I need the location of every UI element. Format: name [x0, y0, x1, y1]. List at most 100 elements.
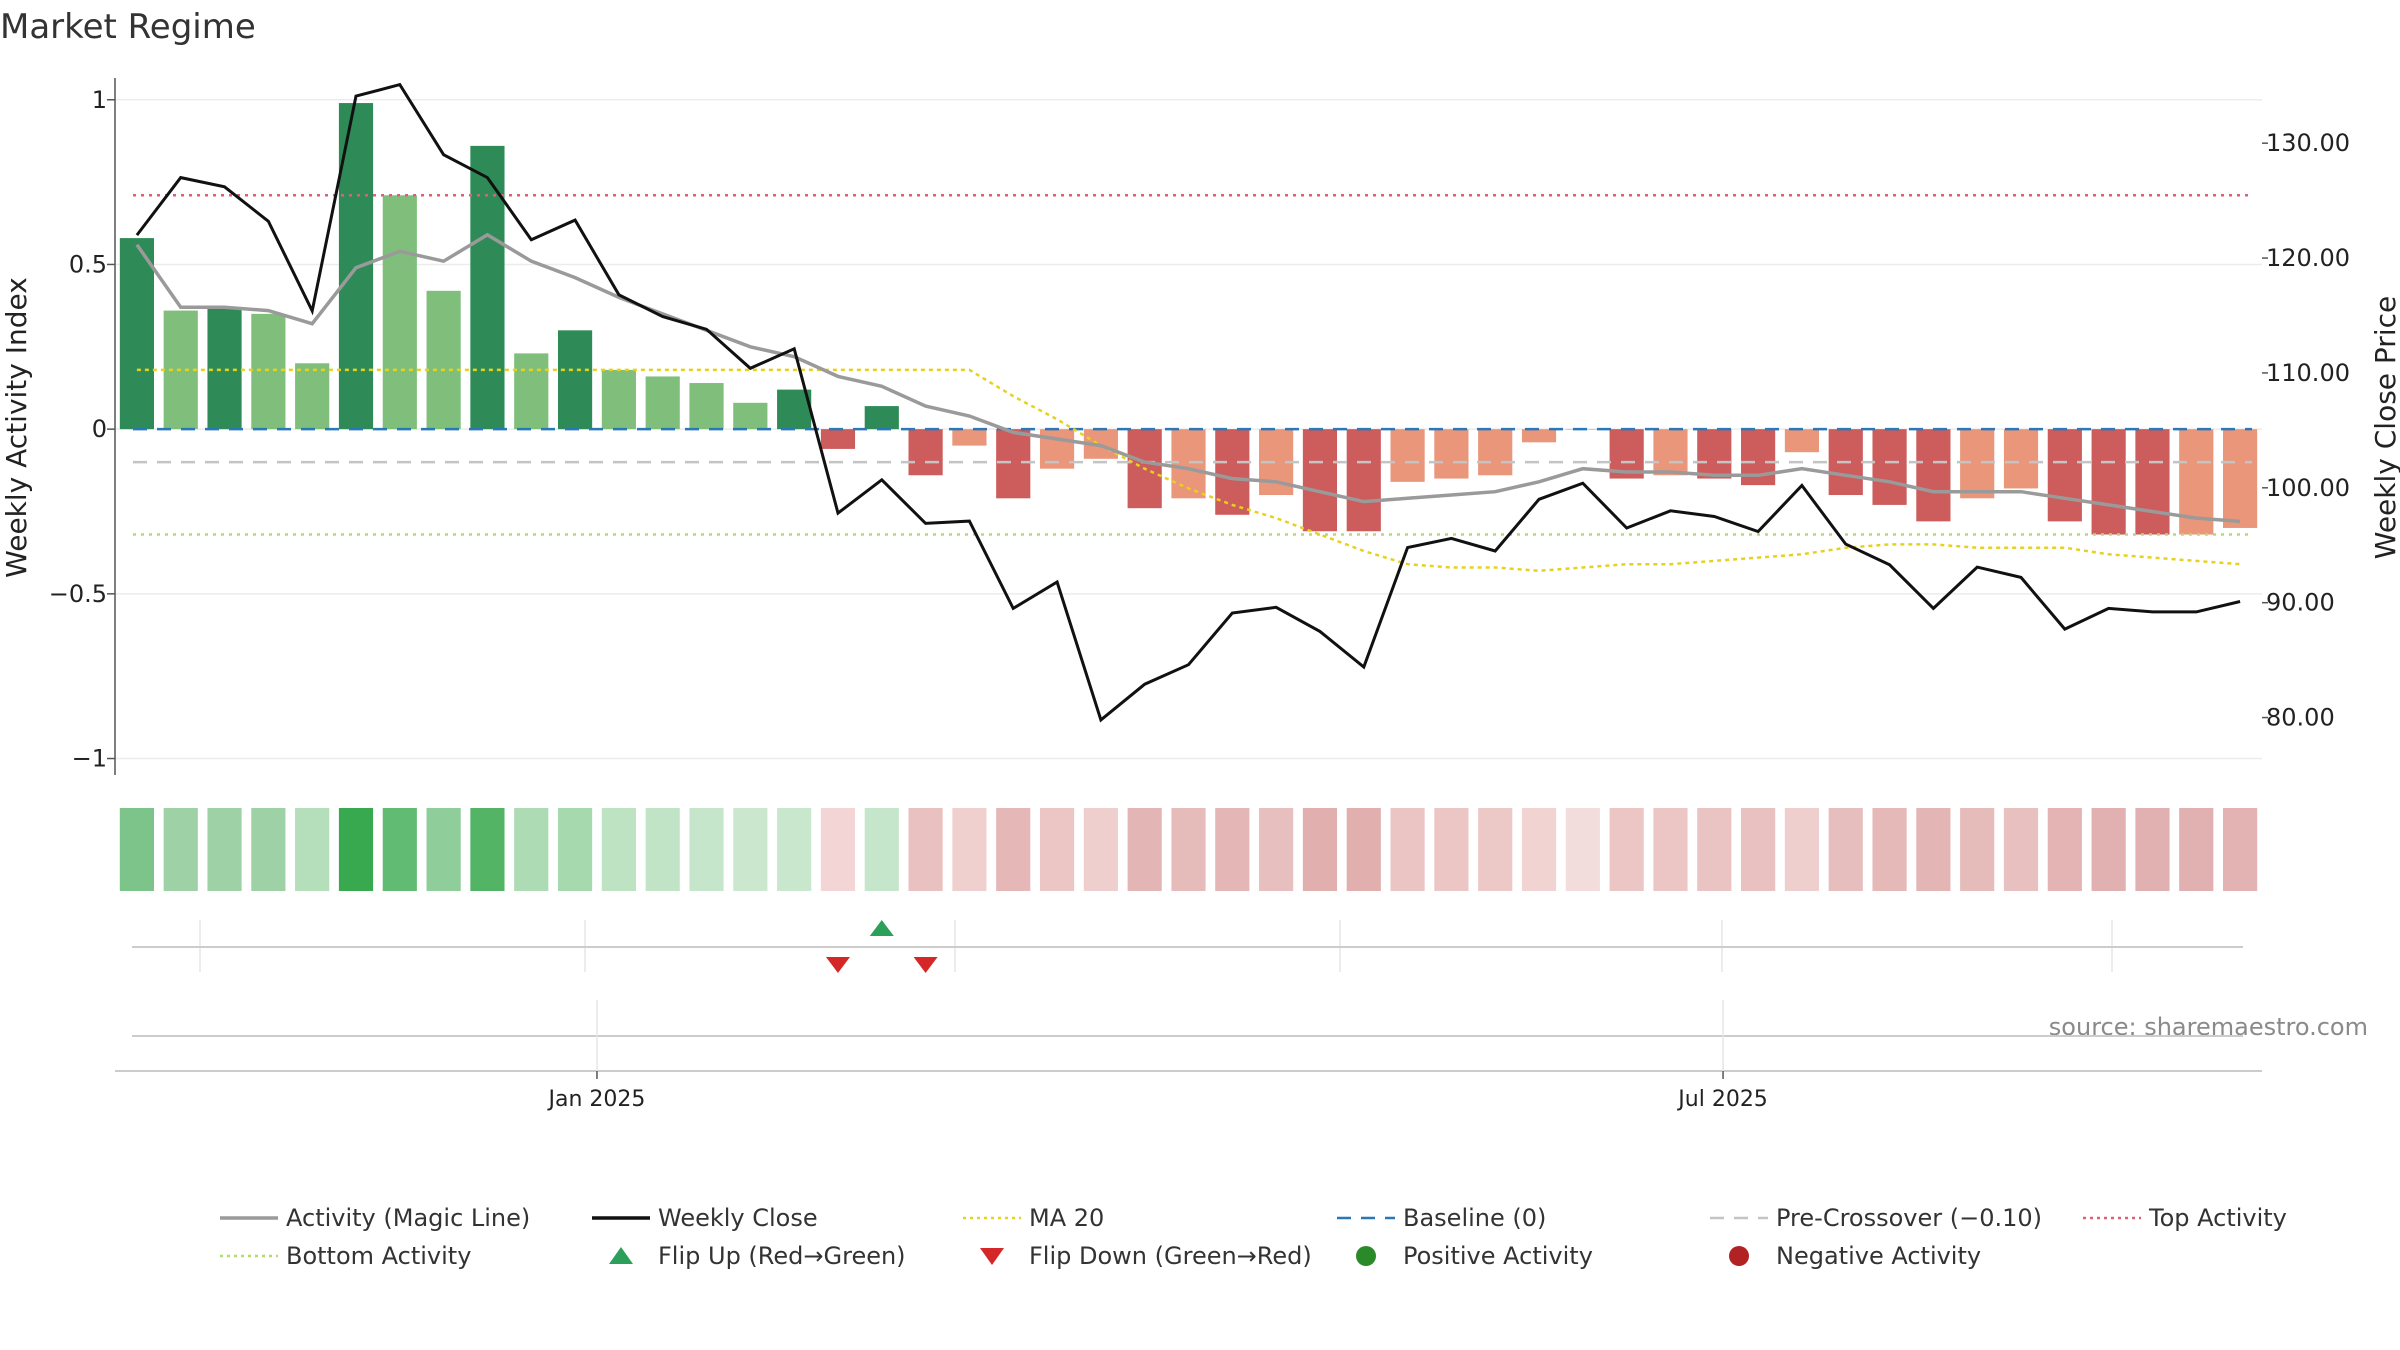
regime-strip-cell: [295, 808, 330, 891]
regime-strip-cell: [733, 808, 768, 891]
legend-item: Activity (Magic Line): [220, 1204, 530, 1232]
legend: Activity (Magic Line) Weekly Close MA 20 Ba…: [220, 1204, 2287, 1270]
legend-swatch: [1729, 1246, 1749, 1266]
regime-strip-cell: [2003, 808, 2039, 891]
regime-strip-cell: [1521, 808, 1557, 891]
activity-bar: [557, 330, 593, 430]
activity-bar: [689, 383, 724, 430]
regime-strip-cell: [338, 808, 374, 891]
legend-label: Positive Activity: [1403, 1242, 1593, 1270]
activity-bar: [1346, 429, 1381, 532]
activity-bar: [470, 145, 505, 430]
y-left-tick-label: 0: [92, 415, 107, 443]
activity-bar: [295, 363, 330, 430]
regime-strip-cell: [777, 808, 812, 891]
legend-item: Flip Down (Green→Red): [980, 1242, 1312, 1270]
flip-panel: [132, 920, 2243, 973]
regime-strip-cell: [514, 808, 549, 891]
regime-strip-cell: [382, 808, 417, 891]
y-right-tick-label: 130.00: [2266, 129, 2350, 157]
activity-bar: [1390, 429, 1425, 482]
activity-bar: [1784, 429, 1820, 453]
activity-bar: [996, 429, 1031, 499]
legend-item: MA 20: [963, 1204, 1104, 1232]
activity-bar: [2135, 429, 2170, 535]
y-axis-right-label: Weekly Close Price: [2369, 296, 2400, 559]
x-tick-label: Jul 2025: [1676, 1087, 1768, 1112]
y-left-tick-label: −1: [72, 745, 107, 773]
regime-strip-cell: [1171, 808, 1206, 891]
flip-down-marker: [825, 957, 850, 973]
y-left-tick-label: 1: [92, 86, 107, 114]
x-axis-panel: Jan 2025 Jul 2025: [115, 1000, 2262, 1112]
activity-bar: [1872, 429, 1907, 505]
regime-strip-cell: [1653, 808, 1688, 891]
y-left-tick-label: 0.5: [69, 250, 107, 278]
regime-strip-cell: [1346, 808, 1381, 891]
regime-strip-cell: [1609, 808, 1644, 891]
legend-label: Activity (Magic Line): [286, 1204, 530, 1232]
activity-bar: [733, 402, 768, 430]
regime-strip-cell: [996, 808, 1031, 891]
regime-strip-cell: [601, 808, 636, 891]
legend-item: Flip Up (Red→Green): [609, 1242, 906, 1270]
reference-lines: [133, 194, 2252, 536]
activity-bar: [2047, 429, 2082, 522]
activity-bar: [1916, 429, 1951, 522]
flip-up-marker: [869, 920, 894, 936]
regime-strip-cell: [645, 808, 680, 891]
regime-strip-cell: [251, 808, 286, 891]
regime-strip-cell: [820, 808, 856, 891]
activity-bar: [207, 307, 242, 430]
magic-line: [135, 232, 2241, 524]
regime-strip-cell: [1960, 808, 1995, 891]
regime-strip-cell: [1741, 808, 1776, 891]
regime-strip-cell: [2223, 808, 2258, 891]
regime-strip-cell: [207, 808, 242, 891]
activity-bar: [1434, 429, 1469, 479]
legend-item: Positive Activity: [1356, 1242, 1593, 1270]
legend-label: Top Activity: [2148, 1204, 2287, 1232]
regime-strip-cell: [1697, 808, 1732, 891]
legend-item: Weekly Close: [592, 1204, 818, 1232]
regime-strip-cell: [557, 808, 593, 891]
legend-label: Weekly Close: [658, 1204, 818, 1232]
activity-bar: [820, 429, 856, 449]
x-tick-label: Jan 2025: [547, 1087, 646, 1112]
activity-bar: [864, 406, 899, 430]
y-right-tick-label: 100.00: [2266, 474, 2350, 502]
series-lines: [135, 82, 2241, 723]
legend-swatch: [1356, 1246, 1376, 1266]
activity-bar: [426, 290, 461, 430]
regime-strip-cell: [1083, 808, 1118, 891]
legend-label: Negative Activity: [1776, 1242, 1981, 1270]
regime-strip-cell: [1784, 808, 1820, 891]
legend-swatch: [609, 1247, 633, 1264]
activity-bar: [1215, 429, 1250, 515]
activity-bar: [1697, 429, 1732, 479]
activity-bar: [514, 353, 549, 430]
legend-item: Top Activity: [2083, 1204, 2287, 1232]
regime-strip-cell: [1434, 808, 1469, 891]
activity-bar: [1960, 429, 1995, 499]
regime-strip-cell: [908, 808, 943, 891]
regime-strip-cell: [1259, 808, 1294, 891]
activity-bar: [1653, 429, 1688, 476]
activity-bar: [2003, 429, 2039, 489]
regime-strip-cell: [1565, 808, 1600, 891]
axis-ticks: 1 0.5 0 −0.5 −1 130.00 120.00 110.00 100.00 90.00…: [49, 78, 2350, 775]
y-axis-left-label: Weekly Activity Index: [0, 277, 33, 578]
regime-strip-cell: [426, 808, 461, 891]
chart-title: Market Regime: [0, 7, 256, 47]
regime-strip-cell: [1916, 808, 1951, 891]
regime-strip-cell: [952, 808, 987, 891]
regime-strip-cell: [2179, 808, 2214, 891]
regime-strip-cell: [689, 808, 724, 891]
regime-strip-cell: [1478, 808, 1513, 891]
regime-strip-cell: [1828, 808, 1863, 891]
regime-strip-cell: [1390, 808, 1425, 891]
regime-strip-cell: [1215, 808, 1250, 891]
legend-label: MA 20: [1029, 1204, 1104, 1232]
regime-strip: [119, 808, 2258, 891]
activity-bar: [1521, 429, 1557, 443]
